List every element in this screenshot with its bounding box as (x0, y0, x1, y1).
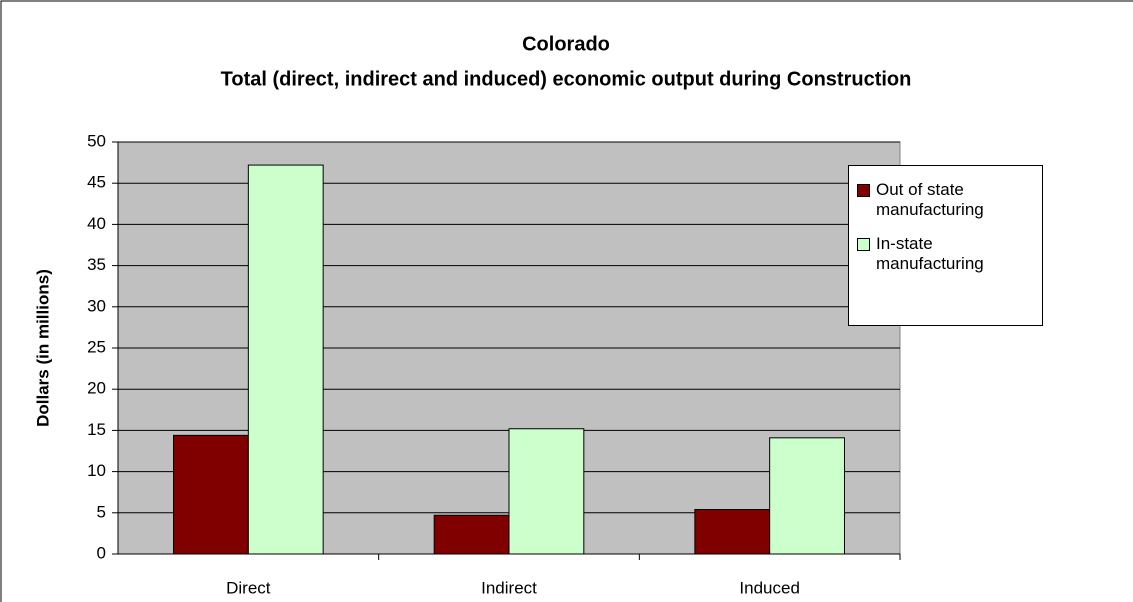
y-tick-label: 30 (87, 296, 106, 315)
legend-item: Out of state manufacturing (857, 180, 1034, 220)
x-tick-label: Direct (226, 578, 271, 597)
bar (173, 434, 249, 555)
bar (694, 509, 771, 555)
legend-swatch (857, 238, 870, 251)
legend-label: In-state manufacturing (876, 234, 984, 273)
y-tick-label: 20 (87, 379, 106, 398)
chart-title: Colorado (522, 33, 610, 55)
y-axis-label: Dollars (in millions) (33, 269, 52, 427)
x-tick-label: Indirect (481, 578, 537, 597)
bar (247, 164, 324, 555)
x-tick-label: Induced (739, 578, 800, 597)
y-tick-label: 15 (87, 420, 106, 439)
y-tick-label: 10 (87, 461, 106, 480)
bar (769, 437, 845, 555)
chart-subtitle: Total (direct, indirect and induced) eco… (221, 68, 912, 90)
legend-item: In-state manufacturing (857, 234, 1034, 274)
y-tick-label: 50 (87, 131, 106, 150)
y-tick-label: 40 (87, 214, 106, 233)
y-tick-label: 45 (87, 173, 106, 192)
legend-swatch (857, 184, 870, 197)
bar (508, 428, 585, 555)
legend-label: Out of state manufacturing (876, 180, 984, 219)
y-tick-label: 5 (97, 502, 106, 521)
bar (433, 514, 510, 555)
y-tick-label: 25 (87, 337, 106, 356)
legend: Out of state manufacturing In-state manuf… (848, 165, 1043, 326)
y-tick-label: 35 (87, 255, 106, 274)
y-tick-label: 0 (97, 543, 106, 562)
